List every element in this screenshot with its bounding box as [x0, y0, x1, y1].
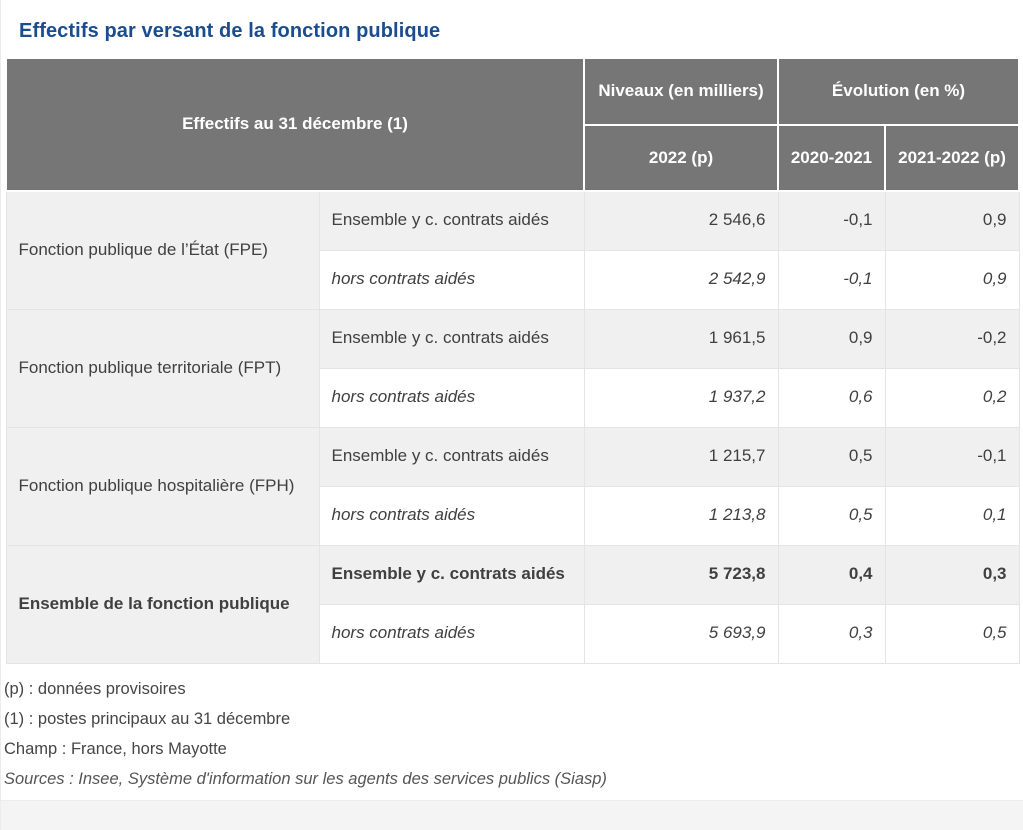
col-group-evolution: Évolution (en %) — [776, 57, 1021, 126]
value-evo-2021-2022: 0,2 — [884, 367, 1020, 428]
col-header-2020-2021: 2020-2021 — [777, 124, 886, 192]
table-header: Effectifs au 31 décembre (1) Niveaux (en… — [5, 57, 1021, 192]
row-sublabel: hors contrats aidés — [318, 249, 585, 310]
row-sublabel: Ensemble y c. contrats aidés — [318, 544, 585, 605]
value-evo-2020-2021: -0,1 — [777, 249, 886, 310]
row-sublabel: Ensemble y c. contrats aidés — [318, 308, 585, 369]
col-header-2022: 2022 (p) — [583, 124, 779, 192]
value-evo-2020-2021: 0,6 — [777, 367, 886, 428]
note-sources: Sources : Insee, Système d'information s… — [4, 769, 607, 788]
value-evo-2020-2021: -0,1 — [777, 190, 886, 251]
row-group-label-fpt: Fonction publique territoriale (FPT) — [5, 308, 320, 428]
value-niveau: 1 961,5 — [583, 308, 779, 369]
table-row: hors contrats aidés 1 937,2 0,6 0,2 — [6, 367, 1020, 428]
table-row: Fonction publique de l’État (FPE) Ensemb… — [5, 190, 1020, 310]
value-niveau: 1 937,2 — [583, 367, 779, 428]
row-sublabel: Ensemble y c. contrats aidés — [318, 426, 585, 487]
value-evo-2021-2022: -0,1 — [884, 426, 1020, 487]
note-postes: (1) : postes principaux au 31 décembre — [4, 709, 291, 728]
value-niveau: 2 542,9 — [583, 249, 779, 310]
value-evo-2021-2022: 0,9 — [884, 249, 1020, 310]
value-evo-2020-2021: 0,5 — [777, 426, 886, 487]
row-sublabel: hors contrats aidés — [318, 485, 585, 546]
row-sublabel: hors contrats aidés — [318, 367, 585, 428]
value-niveau: 5 723,8 — [583, 544, 779, 605]
value-niveau: 2 546,6 — [583, 190, 779, 251]
bottom-strip — [1, 800, 1023, 830]
value-evo-2021-2022: -0,2 — [884, 308, 1020, 369]
title-block: Effectifs par versant de la fonction pub… — [1, 0, 1023, 57]
col-header-2021-2022: 2021-2022 (p) — [883, 124, 1021, 192]
value-niveau: 1 215,7 — [583, 426, 779, 487]
corner-header: Effectifs au 31 décembre (1) — [5, 57, 585, 192]
row-group-label-ensemble: Ensemble de la fonction publique — [5, 544, 320, 664]
row-group-label-fpe: Fonction publique de l’État (FPE) — [5, 190, 320, 310]
value-evo-2021-2022: 0,1 — [884, 485, 1020, 546]
header-row-groups: Effectifs au 31 décembre (1) Niveaux (en… — [5, 57, 1021, 192]
table-row: Fonction publique hospitalière (FPH) Ens… — [5, 426, 1020, 546]
note-provisional: (p) : données provisoires — [4, 679, 186, 698]
value-niveau: 5 693,9 — [583, 603, 779, 664]
row-sublabel: hors contrats aidés — [318, 603, 585, 664]
value-niveau: 1 213,8 — [583, 485, 779, 546]
row-group-label-fph: Fonction publique hospitalière (FPH) — [5, 426, 320, 546]
table-row: hors contrats aidés 1 213,8 0,5 0,1 — [6, 485, 1020, 546]
value-evo-2020-2021: 0,9 — [777, 308, 886, 369]
value-evo-2021-2022: 0,3 — [884, 544, 1020, 605]
page-title: Effectifs par versant de la fonction pub… — [19, 20, 441, 42]
value-evo-2020-2021: 0,3 — [777, 603, 886, 664]
table-row: hors contrats aidés 5 693,9 0,3 0,5 — [6, 603, 1020, 664]
note-champ: Champ : France, hors Mayotte — [4, 739, 227, 758]
effectifs-table: Effectifs au 31 décembre (1) Niveaux (en… — [5, 57, 1021, 664]
col-group-niveaux: Niveaux (en milliers) — [583, 57, 779, 126]
row-sublabel: Ensemble y c. contrats aidés — [318, 190, 585, 251]
footnotes: (p) : données provisoires (1) : postes p… — [4, 674, 1023, 794]
table-row: Ensemble de la fonction publique Ensembl… — [5, 544, 1020, 664]
value-evo-2021-2022: 0,9 — [884, 190, 1020, 251]
table-row: Fonction publique territoriale (FPT) Ens… — [5, 308, 1020, 428]
value-evo-2020-2021: 0,4 — [777, 544, 886, 605]
table-row: hors contrats aidés 2 542,9 -0,1 0,9 — [6, 249, 1020, 310]
value-evo-2020-2021: 0,5 — [777, 485, 886, 546]
header-row-columns: 2022 (p) 2020-2021 2021-2022 (p) — [6, 124, 1021, 192]
value-evo-2021-2022: 0,5 — [884, 603, 1020, 664]
table-body: Fonction publique de l’État (FPE) Ensemb… — [5, 190, 1020, 664]
